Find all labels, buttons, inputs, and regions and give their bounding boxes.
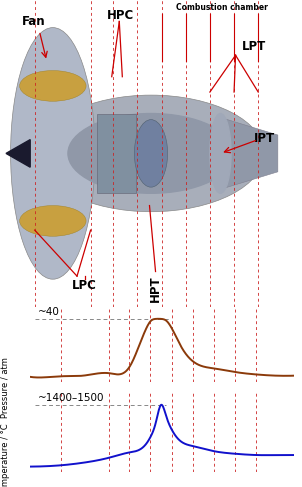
Bar — [97, 113, 136, 193]
Ellipse shape — [68, 113, 234, 193]
Text: LPT: LPT — [242, 39, 266, 53]
Text: LPC: LPC — [72, 279, 97, 292]
Ellipse shape — [38, 95, 264, 212]
Text: HPT: HPT — [149, 275, 162, 302]
Polygon shape — [217, 116, 278, 190]
Text: HPC: HPC — [107, 9, 134, 22]
Ellipse shape — [210, 113, 231, 193]
Ellipse shape — [20, 71, 86, 101]
Ellipse shape — [20, 206, 86, 236]
Ellipse shape — [134, 120, 168, 187]
Text: Fan: Fan — [21, 15, 45, 28]
Text: ~1400–1500: ~1400–1500 — [38, 393, 104, 403]
Text: IPT: IPT — [254, 131, 275, 145]
Ellipse shape — [11, 28, 95, 279]
Polygon shape — [6, 140, 30, 167]
Text: ~40: ~40 — [38, 307, 60, 317]
Text: Combustion chamber: Combustion chamber — [176, 3, 268, 12]
Text: Temperature / °C  Pressure / atm: Temperature / °C Pressure / atm — [2, 357, 11, 487]
